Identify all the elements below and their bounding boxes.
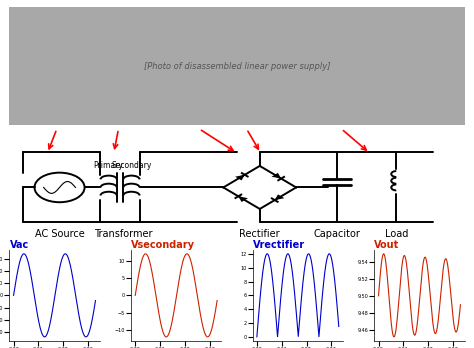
Text: Primary: Primary xyxy=(94,161,124,170)
Text: [Photo of disassembled linear power supply]: [Photo of disassembled linear power supp… xyxy=(144,62,330,71)
Text: Load: Load xyxy=(384,229,408,238)
Text: Rectifier: Rectifier xyxy=(239,229,280,238)
Polygon shape xyxy=(275,195,284,200)
Polygon shape xyxy=(238,196,248,202)
Text: Vout: Vout xyxy=(374,240,400,250)
Text: Secondary: Secondary xyxy=(111,161,152,170)
Text: AC Source: AC Source xyxy=(35,229,84,238)
Polygon shape xyxy=(235,175,245,181)
Text: Transformer: Transformer xyxy=(94,229,153,238)
Polygon shape xyxy=(272,173,281,179)
Text: Vsecondary: Vsecondary xyxy=(131,240,195,250)
Text: Capacitor: Capacitor xyxy=(314,229,361,238)
Text: Vrectifier: Vrectifier xyxy=(253,240,305,250)
Text: Vac: Vac xyxy=(9,240,29,250)
